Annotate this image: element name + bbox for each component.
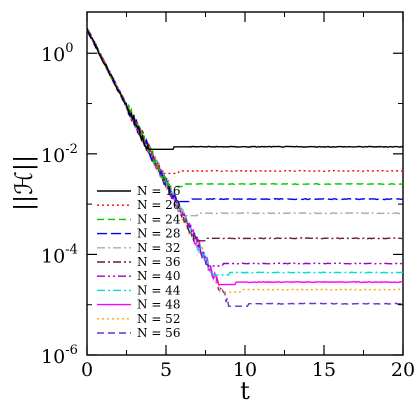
legend-label: N = 28 bbox=[137, 227, 180, 241]
legend-label: N = 44 bbox=[137, 283, 181, 297]
x-axis-title: t bbox=[240, 377, 250, 405]
legend-label: N = 52 bbox=[137, 312, 180, 326]
legend-label: N = 24 bbox=[137, 212, 181, 226]
y-tick-label: 100 bbox=[41, 41, 73, 66]
legend-label: N = 40 bbox=[137, 269, 180, 283]
legend-label: N = 20 bbox=[137, 198, 180, 212]
x-tick-label: 15 bbox=[312, 359, 336, 381]
series-line bbox=[86, 27, 404, 294]
legend-label: N = 16 bbox=[137, 184, 180, 198]
y-axis-title: ||ℋ|| bbox=[10, 155, 39, 211]
x-tick-label: 0 bbox=[81, 359, 93, 381]
tick-labels: 0 5 10 15 20 100 10-2 10-4 10-6 bbox=[41, 41, 415, 381]
series-line bbox=[86, 28, 403, 243]
x-tick-label: 10 bbox=[233, 359, 257, 381]
series-line bbox=[86, 27, 404, 152]
legend-label: N = 32 bbox=[137, 241, 180, 255]
series-line bbox=[86, 27, 404, 189]
series-line bbox=[86, 28, 404, 286]
y-tick-label: 10-4 bbox=[41, 242, 78, 267]
x-tick-label: 5 bbox=[160, 359, 172, 381]
y-tick-label: 10-2 bbox=[41, 142, 78, 167]
x-tick-label: 20 bbox=[391, 359, 415, 381]
legend-label: N = 48 bbox=[137, 298, 180, 312]
series-line bbox=[86, 28, 404, 307]
legend-label: N = 56 bbox=[137, 326, 180, 340]
legend-label: N = 36 bbox=[137, 255, 180, 269]
y-tick-label: 10-6 bbox=[41, 343, 78, 368]
series-curves bbox=[86, 27, 404, 307]
axis-ticks bbox=[86, 12, 404, 356]
series-line bbox=[86, 27, 404, 175]
legend: N = 16N = 20N = 24N = 28N = 32N = 36N = … bbox=[97, 184, 181, 340]
